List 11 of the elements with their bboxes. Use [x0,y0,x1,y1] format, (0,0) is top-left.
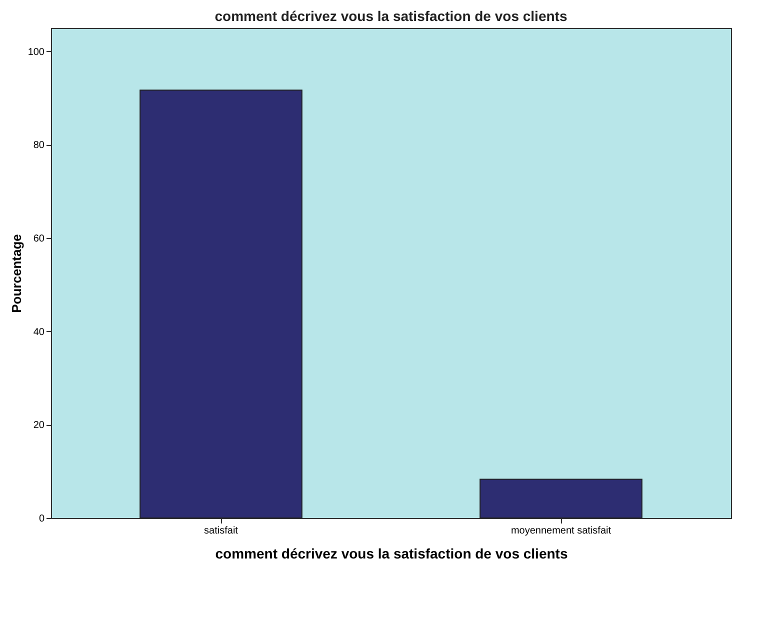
y-axis-title: Pourcentage [8,234,24,313]
y-tick-label: 80 [33,140,45,152]
y-tick-label: 100 [28,46,45,58]
y-tick-label: 20 [33,420,45,432]
x-tick-label: moyennement satisfait [510,526,612,536]
y-tick-label: 40 [33,326,45,338]
x-axis-title: comment décrivez vous la satisfaction de vos clients [215,546,568,562]
y-tick-label: 60 [33,234,45,244]
x-tick-label: satisfait [204,526,238,536]
y-tick-label: 0 [38,514,45,524]
chart-title: comment décrivez vous la satisfaction de vos clients [214,8,568,24]
